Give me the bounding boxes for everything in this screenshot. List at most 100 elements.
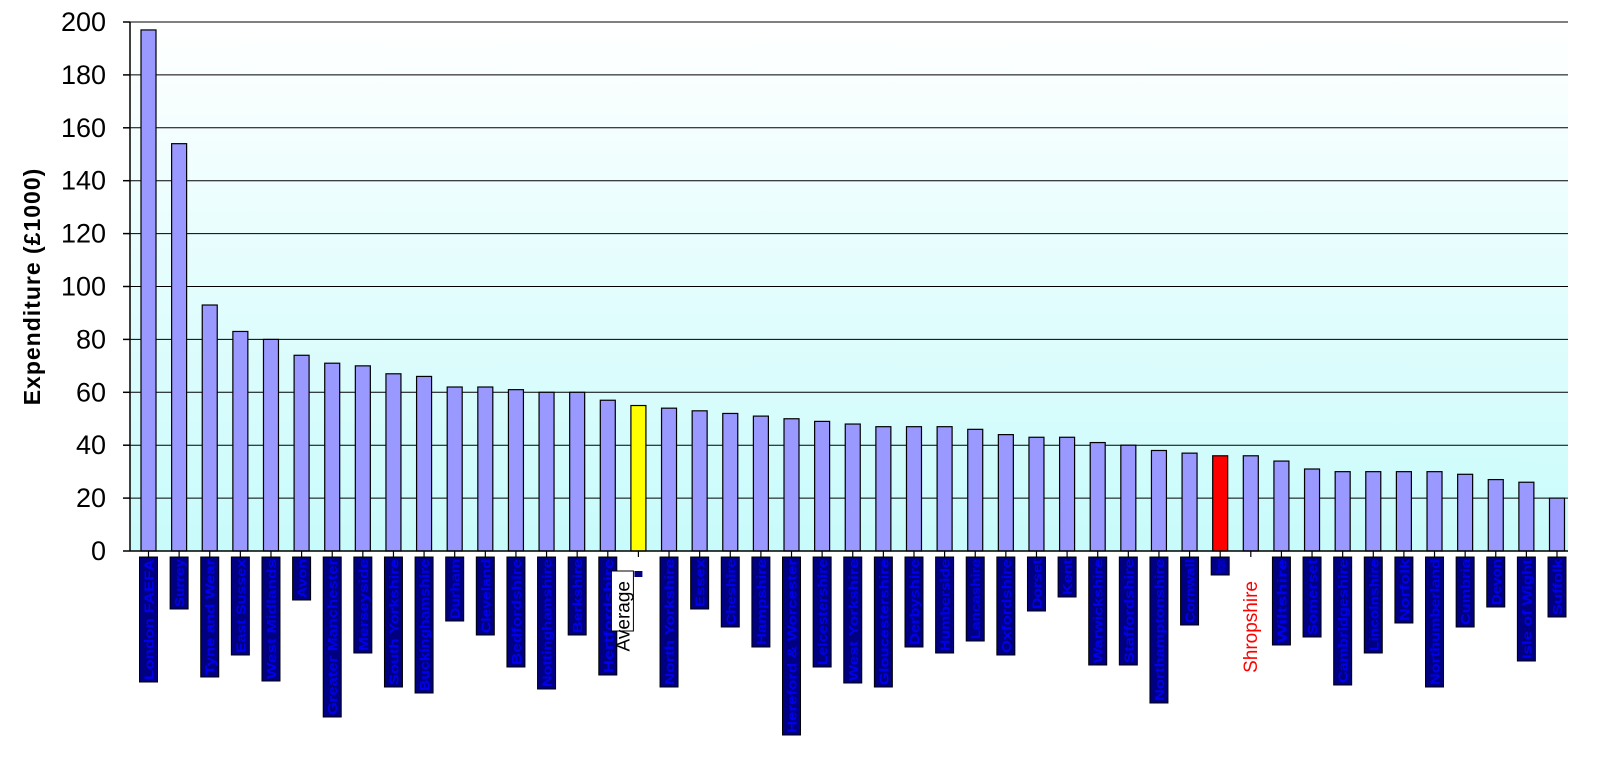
category-label-box: [445, 556, 465, 622]
category-label-box: [935, 556, 955, 654]
category-label-group: Leicestershire: [812, 556, 832, 668]
category-label-box: [383, 556, 403, 688]
category-label-box: [353, 556, 373, 654]
y-tick-label: 0: [91, 536, 106, 566]
category-label-group: Norfolk: [1394, 556, 1414, 624]
category-label-box: [904, 556, 924, 648]
category-label-box: [1516, 556, 1536, 662]
bar: [507, 389, 525, 552]
category-label: Cleveland: [479, 559, 493, 633]
bar: [1120, 444, 1137, 552]
category-label-group: Kent: [1057, 556, 1077, 598]
category-label: Kent: [1061, 558, 1075, 595]
category-label: Leicestershire: [816, 559, 830, 665]
y-tick-label: 200: [61, 7, 106, 37]
bar: [385, 373, 402, 552]
y-tick-label: 40: [76, 430, 106, 460]
bar: [140, 29, 157, 552]
bar: [875, 426, 892, 552]
bar: [1548, 497, 1566, 552]
category-label-group: Hereford & Worcester: [782, 556, 802, 736]
category-label: Nottinghamshire: [541, 559, 555, 687]
category-label-group: East Sussex: [230, 556, 250, 656]
category-label: Warwickshire: [1092, 559, 1106, 663]
bar: [1457, 473, 1474, 552]
category-label-box: [1363, 556, 1383, 654]
category-label-group: Cleveland: [475, 556, 495, 636]
category-label-group: Derbyshire: [904, 556, 924, 648]
category-label-box: [414, 556, 434, 694]
bar-highlight: [1212, 455, 1229, 552]
category-label-box: [634, 571, 643, 577]
category-label-box: [720, 556, 740, 628]
category-label: South Yorkshire: [387, 559, 401, 685]
y-tick-label: 80: [76, 324, 106, 354]
category-label-box: [200, 556, 220, 678]
category-label-box: [843, 556, 863, 684]
category-label-box: [230, 556, 250, 656]
category-label-group: Greater Manchester: [322, 556, 342, 718]
category-label-group: Humberside: [935, 556, 955, 654]
bar: [1395, 471, 1413, 552]
category-label: Staffordshire: [1122, 559, 1136, 663]
bar: [171, 143, 188, 552]
category-label-box: [1547, 556, 1567, 618]
category-label-box: [1394, 556, 1414, 624]
bar: [1365, 471, 1382, 552]
category-label: Shropshire: [1214, 559, 1228, 573]
category-label-group: Berkshire: [567, 556, 587, 636]
category-label: Average: [613, 581, 634, 651]
bar: [967, 428, 984, 552]
bar: [324, 362, 341, 552]
category-label-group: Northumberland: [1425, 556, 1445, 688]
category-label-group: Bedfordshire: [506, 556, 526, 668]
category-label: West Yorkshire: [847, 559, 861, 681]
category-label-box: [1455, 556, 1475, 628]
category-label: Wiltshire: [1275, 559, 1289, 643]
y-axis-ticks: 0 20 40 60 80 100 120 140 160 180 200: [61, 7, 106, 566]
y-tick-label: 120: [61, 219, 106, 249]
bar: [691, 410, 708, 552]
category-label-box: [1088, 556, 1108, 666]
y-tick-label: 180: [61, 60, 106, 90]
category-label: Buckinghamshire: [418, 559, 432, 691]
category-label-group: Average: [610, 570, 643, 651]
category-label-box: [1118, 556, 1138, 666]
category-label-box: [169, 556, 189, 610]
category-label-group: Shropshire: [1210, 556, 1230, 576]
bar: [1487, 478, 1504, 552]
category-label-group: Surrey: [169, 556, 189, 610]
bar: [415, 375, 433, 552]
category-label-group: Durham: [445, 556, 465, 622]
category-label-group: Devon: [1486, 556, 1506, 608]
bar: [783, 418, 800, 552]
category-label: Hereford & Worcester: [786, 559, 800, 733]
bar: [660, 407, 678, 552]
bar-average: [630, 404, 647, 552]
category-label-box: [1333, 556, 1353, 686]
category-label: Somerset: [1306, 558, 1320, 635]
category-label: Lincolnshire: [1367, 559, 1381, 651]
category-label: Humberside: [939, 559, 953, 651]
bar: [1303, 468, 1321, 552]
category-label: Northumberland: [1429, 559, 1443, 685]
category-label: Bedfordshire: [510, 559, 524, 665]
category-label-group: Dorset: [1026, 556, 1046, 612]
category-label-box: [139, 556, 158, 683]
bar: [1518, 481, 1535, 552]
bar: [538, 391, 555, 552]
bar: [1181, 452, 1198, 552]
category-label-box: [1057, 556, 1077, 598]
category-label: Cambridgeshire: [1337, 559, 1351, 683]
category-label: Durham: [449, 559, 463, 619]
category-label-group: Staffordshire: [1118, 556, 1138, 666]
category-label-group: Isle of Wight: [1516, 556, 1536, 662]
category-label: Devon: [1490, 559, 1504, 605]
category-label-box: [1180, 556, 1200, 626]
bar: [997, 434, 1014, 552]
category-label: Suffolk: [1551, 559, 1565, 615]
y-tick-label: 20: [76, 483, 106, 513]
category-label-group: Cumbria: [1455, 556, 1475, 628]
bar: [293, 354, 310, 552]
category-label: Greater Manchester: [326, 559, 340, 715]
